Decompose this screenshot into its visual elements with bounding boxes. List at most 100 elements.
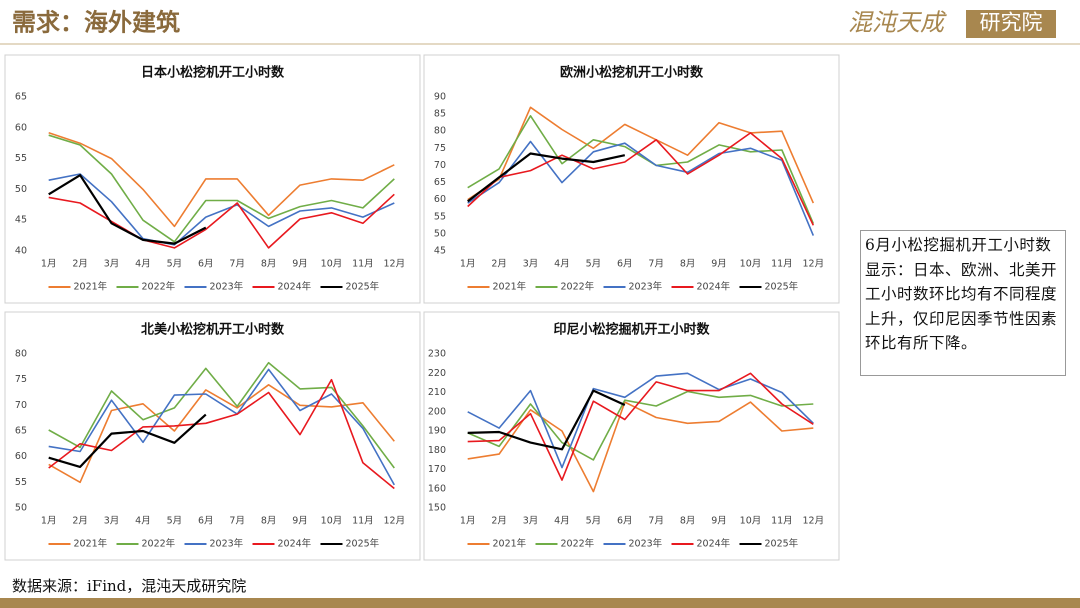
logo-text: 混沌天成 <box>848 9 947 37</box>
y-tick-label: 40 <box>15 246 27 257</box>
x-tick-label: 4月 <box>135 259 151 270</box>
x-tick-label: 12月 <box>802 516 824 527</box>
series-line <box>48 173 395 246</box>
x-tick-label: 2月 <box>491 259 507 270</box>
y-tick-label: 55 <box>15 477 27 488</box>
x-tick-label: 7月 <box>648 516 664 527</box>
x-tick-label: 10月 <box>740 516 762 527</box>
series-line <box>48 384 395 484</box>
y-tick-label: 60 <box>434 194 446 205</box>
x-tick-label: 12月 <box>383 516 405 527</box>
y-tick-label: 170 <box>428 464 446 475</box>
legend-label: 2024年 <box>697 538 731 550</box>
y-tick-label: 60 <box>15 122 27 133</box>
x-tick-label: 12月 <box>802 259 824 270</box>
series-line <box>48 193 395 249</box>
x-tick-label: 4月 <box>554 259 570 270</box>
x-tick-label: 9月 <box>292 516 308 527</box>
slide-title: 需求：海外建筑 <box>12 8 180 37</box>
y-tick-label: 180 <box>428 445 446 456</box>
x-tick-label: 7月 <box>229 516 245 527</box>
x-tick-label: 9月 <box>292 259 308 270</box>
legend-label: 2021年 <box>74 538 108 550</box>
y-tick-label: 55 <box>15 153 27 164</box>
x-tick-label: 9月 <box>711 259 727 270</box>
legend-label: 2022年 <box>142 538 176 550</box>
x-tick-label: 11月 <box>771 516 793 527</box>
y-tick-label: 50 <box>15 503 27 514</box>
chart: 印尼小松挖掘机开工小时数 150 160 170 180 190 200 210 220 230 1… <box>423 311 840 561</box>
logo-text: 研究院 <box>980 11 1043 35</box>
x-tick-label: 9月 <box>711 516 727 527</box>
chart-frame <box>4 311 421 561</box>
legend-label: 2025年 <box>765 538 799 550</box>
legend-label: 2022年 <box>142 281 176 293</box>
y-tick-label: 190 <box>428 426 446 437</box>
series-line <box>467 152 626 203</box>
x-tick-label: 8月 <box>261 259 277 270</box>
x-tick-label: 1月 <box>41 259 57 270</box>
series-line <box>467 390 814 461</box>
y-tick-label: 50 <box>434 228 446 239</box>
chart-frame <box>423 311 840 561</box>
y-tick-label: 65 <box>434 177 446 188</box>
x-tick-label: 4月 <box>554 516 570 527</box>
chart: 北美小松挖机开工小时数 50 55 60 65 70 75 80 1月 2月 3月 4月 5月 6月 7月 8… <box>4 311 421 561</box>
x-tick-label: 8月 <box>261 516 277 527</box>
y-tick-label: 220 <box>428 368 446 379</box>
x-tick-label: 11月 <box>352 259 374 270</box>
source: 数据来源：iFind，混沌天成研究院 <box>12 577 246 595</box>
y-tick-label: 200 <box>428 406 446 417</box>
x-tick-label: 10月 <box>321 516 343 527</box>
legend-label: 2023年 <box>210 538 244 550</box>
series-line <box>467 372 814 469</box>
x-tick-label: 4月 <box>135 516 151 527</box>
series-line <box>48 378 395 490</box>
y-tick-label: 50 <box>15 184 27 195</box>
x-tick-label: 1月 <box>460 516 476 527</box>
chart: 欧洲小松挖机开工小时数 45 50 55 60 65 70 75 80 85 90 1月 2月 3月 4月 5… <box>423 54 840 304</box>
chart-title: 欧洲小松挖机开工小时数 <box>560 65 704 81</box>
y-tick-label: 55 <box>434 211 446 222</box>
logo-box <box>966 10 1056 38</box>
legend-label: 2021年 <box>493 538 527 550</box>
y-tick-label: 85 <box>434 109 446 120</box>
legend-label: 2021年 <box>493 281 527 293</box>
x-tick-label: 3月 <box>104 259 120 270</box>
legend-label: 2025年 <box>346 281 380 293</box>
y-tick-label: 150 <box>428 503 446 514</box>
x-tick-label: 3月 <box>523 259 539 270</box>
legend-label: 2024年 <box>278 538 312 550</box>
legend-label: 2023年 <box>210 281 244 293</box>
x-tick-label: 5月 <box>167 516 183 527</box>
legend-label: 2025年 <box>765 281 799 293</box>
legend-label: 2022年 <box>561 281 595 293</box>
y-tick-label: 230 <box>428 349 446 360</box>
chart: 日本小松挖机开工小时数 40 45 50 55 60 65 1月 2月 3月 4月 5月 6月 7月 8月 9… <box>4 54 421 304</box>
y-tick-label: 160 <box>428 483 446 494</box>
x-tick-label: 6月 <box>198 259 214 270</box>
y-tick-label: 70 <box>15 400 27 411</box>
series-line <box>48 131 395 228</box>
y-tick-label: 90 <box>434 92 446 103</box>
legend-label: 2022年 <box>561 538 595 550</box>
note: 6月小松挖掘机开工小时数显示：日本、欧洲、北美开工小时数环比均有不同程度上升，仅… <box>860 230 1066 376</box>
x-tick-label: 6月 <box>617 259 633 270</box>
x-tick-label: 1月 <box>41 516 57 527</box>
chart-title: 日本小松挖机开工小时数 <box>141 65 285 81</box>
x-tick-label: 8月 <box>680 259 696 270</box>
legend-label: 2025年 <box>346 538 380 550</box>
x-tick-label: 3月 <box>523 516 539 527</box>
x-tick-label: 2月 <box>72 516 88 527</box>
legend-label: 2024年 <box>278 281 312 293</box>
x-tick-label: 8月 <box>680 516 696 527</box>
legend-label: 2023年 <box>629 281 663 293</box>
x-tick-label: 10月 <box>321 259 343 270</box>
x-tick-label: 10月 <box>740 259 762 270</box>
y-tick-label: 75 <box>15 374 27 385</box>
y-tick-label: 80 <box>434 126 446 137</box>
y-tick-label: 210 <box>428 387 446 398</box>
x-tick-label: 6月 <box>198 516 214 527</box>
chart-title: 北美小松挖机开工小时数 <box>141 322 285 338</box>
x-tick-label: 11月 <box>771 259 793 270</box>
